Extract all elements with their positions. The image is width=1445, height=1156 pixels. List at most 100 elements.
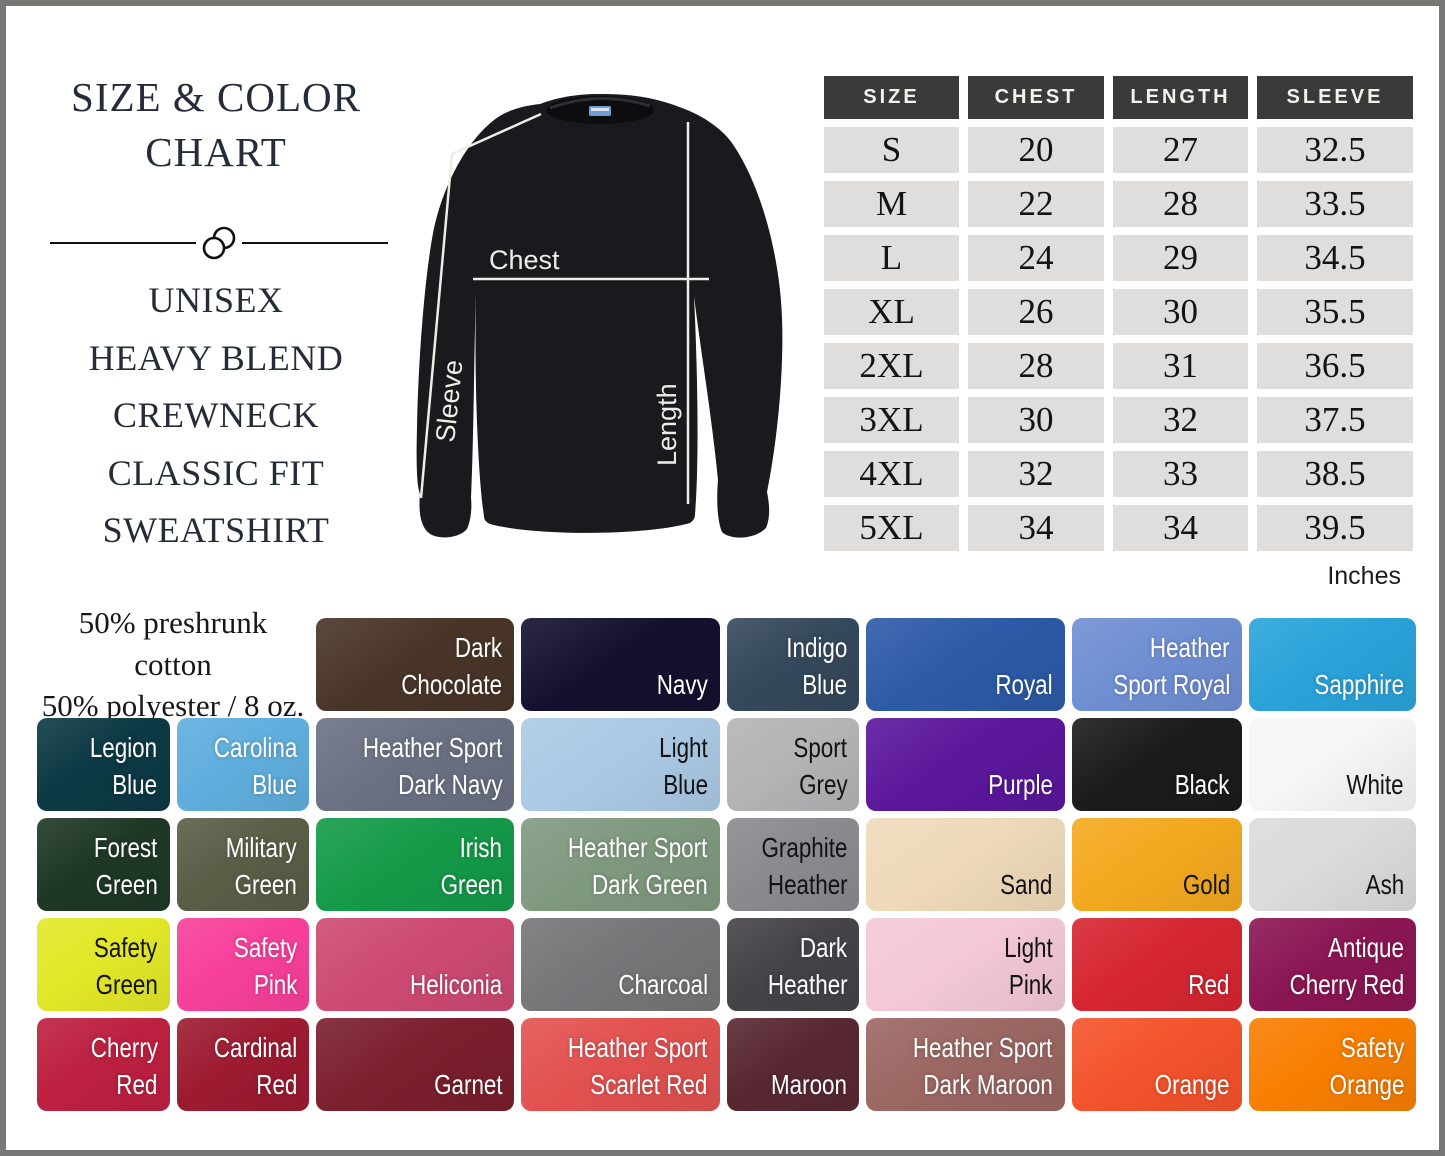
- swatch-label-line-1: Irish: [460, 832, 503, 864]
- size-table-cell-s-size: S: [824, 127, 959, 173]
- color-swatch-legion-blue: Legion Blue: [37, 718, 170, 811]
- size-table-cell-m-size: M: [824, 181, 959, 227]
- swatch-label-line-1: Forest: [94, 832, 158, 864]
- color-swatch-light-blue: Light Blue: [521, 718, 719, 811]
- swatch-label-line-1: Military: [226, 832, 298, 864]
- swatch-label-line-2: Pink: [253, 968, 298, 1000]
- color-swatch-garnet: Garnet: [316, 1018, 514, 1111]
- fabric-note-line-1: 50% preshrunk cotton: [78, 604, 268, 682]
- swatch-label-line-2: Blue: [112, 768, 158, 800]
- sweatshirt-body: [416, 94, 783, 538]
- swatch-label-line-2: Chocolate: [401, 668, 503, 700]
- size-table-cell-4xl-length: 33: [1113, 451, 1248, 497]
- color-swatch-royal: Royal: [866, 618, 1064, 711]
- swatch-label-line-2: Scarlet Red: [590, 1068, 708, 1100]
- color-swatch-safety-orange: Safety Orange: [1249, 1018, 1416, 1111]
- swatch-label-line-1: Safety: [1340, 1032, 1404, 1064]
- swatch-label-line-2: Sand: [1000, 868, 1053, 900]
- size-table-header-length: LENGTH: [1113, 76, 1248, 119]
- color-swatch-light-pink: Light Pink: [866, 918, 1064, 1011]
- swatch-label-line-2: Cherry Red: [1289, 968, 1404, 1000]
- size-table-cell-m-chest: 22: [968, 181, 1104, 227]
- swatch-label-line-2: Red: [255, 1068, 298, 1100]
- size-table-header-chest: CHEST: [968, 76, 1104, 119]
- color-swatch-gold: Gold: [1072, 818, 1242, 911]
- color-swatch-purple: Purple: [866, 718, 1064, 811]
- swatch-label-line-1: Cardinal: [213, 1032, 298, 1064]
- swatch-label-line-1: Safety: [233, 932, 298, 964]
- size-table-cell-l-chest: 24: [968, 235, 1104, 281]
- swatch-label-line-1: Heather Sport: [568, 1032, 708, 1064]
- size-table-cell-4xl-sleeve: 38.5: [1257, 451, 1413, 497]
- color-swatch-antique-cherry-red: Antique Cherry Red: [1249, 918, 1416, 1011]
- swatch-label-line-2: Charcoal: [618, 968, 708, 1000]
- swatch-label-line-2: Grey: [798, 768, 848, 800]
- title-line-2: CHART: [145, 129, 287, 176]
- divider-line-left: [50, 242, 196, 244]
- color-swatch-carolina-blue: Carolina Blue: [177, 718, 310, 811]
- swatch-label-line-1: Heather Sport: [362, 732, 503, 764]
- swatch-label-line-2: Ash: [1365, 868, 1404, 900]
- subtitle-line-crewneck: CREWNECK: [113, 395, 319, 436]
- color-swatch-sapphire: Sapphire: [1249, 618, 1416, 711]
- color-swatch-orange: Orange: [1072, 1018, 1242, 1111]
- color-swatch-heliconia: Heliconia: [316, 918, 514, 1011]
- swatch-label-line-2: Garnet: [433, 1068, 503, 1100]
- swatch-label-line-2: Purple: [987, 768, 1053, 800]
- subtitle-line-sweatshirt: SWEATSHIRT: [102, 510, 330, 551]
- swatch-label-line-1: Light: [659, 732, 708, 764]
- size-table-cell-l-sleeve: 34.5: [1257, 235, 1413, 281]
- swatch-label-line-2: Black: [1175, 768, 1230, 800]
- swatch-label-line-2: Orange: [1155, 1068, 1230, 1100]
- size-table-cell-5xl-chest: 34: [968, 505, 1104, 551]
- color-swatch-cherry-red: Cherry Red: [37, 1018, 170, 1111]
- swatch-label-line-2: Heather: [767, 868, 848, 900]
- size-table-cell-m-length: 28: [1113, 181, 1248, 227]
- size-table-cell-5xl-size: 5XL: [824, 505, 959, 551]
- swatch-label-line-1: Antique: [1328, 932, 1404, 964]
- swatch-label-line-2: Red: [1188, 968, 1230, 1000]
- swatch-label-line-2: Royal: [995, 668, 1053, 700]
- color-swatch-cardinal-red: Cardinal Red: [177, 1018, 310, 1111]
- color-swatch-sand: Sand: [866, 818, 1064, 911]
- title-divider: [50, 224, 388, 262]
- swatch-label-line-1: Indigo: [786, 632, 848, 664]
- swatch-label-line-2: Blue: [252, 768, 298, 800]
- swatch-label-line-2: White: [1346, 768, 1404, 800]
- divider-line-right: [242, 242, 388, 244]
- swatch-label-line-2: Sapphire: [1314, 668, 1404, 700]
- size-table-cell-l-length: 29: [1113, 235, 1248, 281]
- title-line-1: SIZE & COLOR: [71, 74, 361, 120]
- sweatshirt-diagram: Chest Length Sleeve: [416, 94, 783, 538]
- size-table-cell-xl-length: 30: [1113, 289, 1248, 335]
- swatch-label-line-1: Cherry: [90, 1032, 158, 1064]
- sleeve-measure-line: [419, 112, 542, 499]
- color-swatch-black: Black: [1072, 718, 1242, 811]
- color-swatch-irish-green: Irish Green: [316, 818, 514, 911]
- size-table-cell-2xl-chest: 28: [968, 343, 1104, 389]
- swatch-label-line-2: Green: [440, 868, 503, 900]
- size-table-cell-s-sleeve: 32.5: [1257, 127, 1413, 173]
- size-table-cell-2xl-length: 31: [1113, 343, 1248, 389]
- color-swatch-heather-sport-dark-green: Heather Sport Dark Green: [521, 818, 719, 911]
- size-table-cell-l-size: L: [824, 235, 959, 281]
- swatch-label-line-2: Blue: [802, 668, 848, 700]
- color-swatch-safety-green: Safety Green: [37, 918, 170, 1011]
- color-swatch-dark-chocolate: Dark Chocolate: [316, 618, 514, 711]
- swatch-label-line-2: Green: [95, 868, 158, 900]
- color-swatch-dark-heather: Dark Heather: [727, 918, 860, 1011]
- size-table-cell-3xl-chest: 30: [968, 397, 1104, 443]
- swatch-label-line-2: Green: [234, 868, 298, 900]
- subtitle: UNISEX HEAVY BLEND CREWNECK CLASSIC FIT SWEA…: [40, 272, 392, 560]
- swatch-label-line-2: Maroon: [771, 1068, 848, 1100]
- color-swatch-maroon: Maroon: [727, 1018, 860, 1111]
- color-swatch-navy: Navy: [521, 618, 719, 711]
- swatch-label-line-2: Heliconia: [410, 968, 503, 1000]
- neck-tag-stripe: [591, 108, 609, 111]
- size-table-cell-5xl-length: 34: [1113, 505, 1248, 551]
- color-swatch-red: Red: [1072, 918, 1242, 1011]
- size-table-cell-3xl-length: 32: [1113, 397, 1248, 443]
- interlocked-rings-icon: [202, 226, 236, 260]
- size-table-cell-3xl-sleeve: 37.5: [1257, 397, 1413, 443]
